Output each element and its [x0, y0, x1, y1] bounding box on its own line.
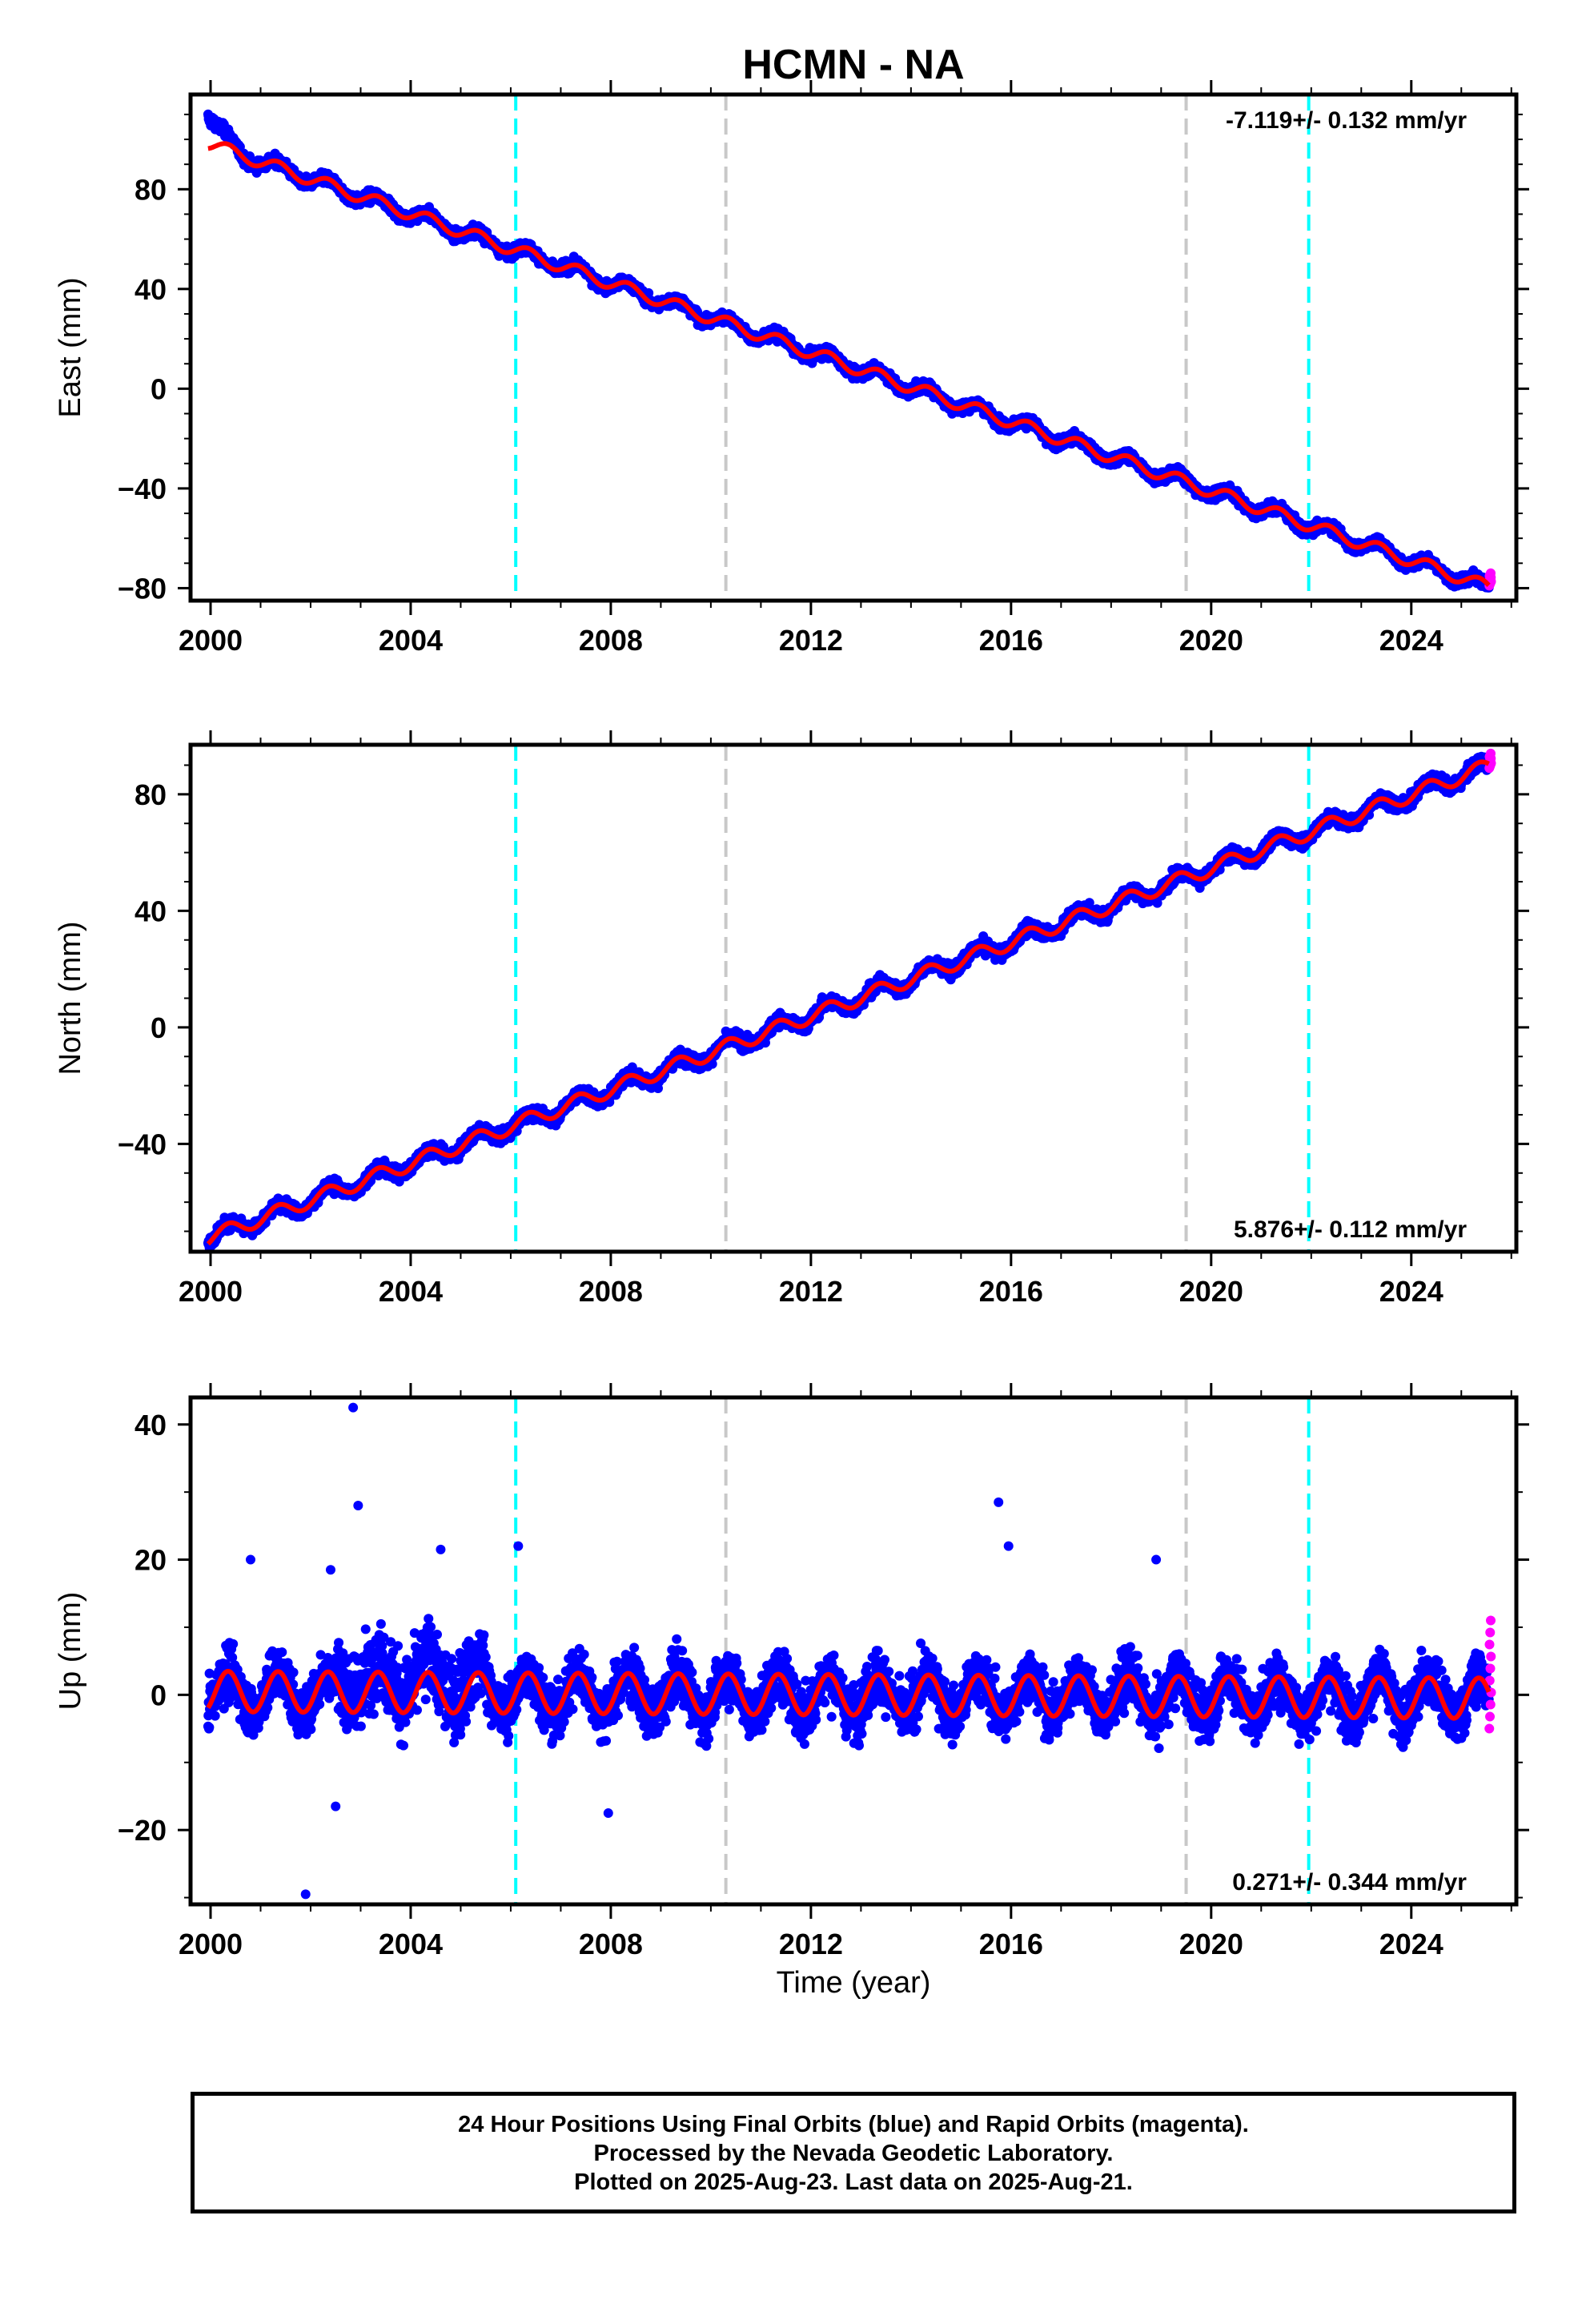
- rapid-orbit-point: [1486, 1615, 1496, 1626]
- final-orbit-point-cloud: [203, 109, 1494, 593]
- rapid-orbit-point: [1486, 1651, 1496, 1662]
- x-tick-label: 2016: [979, 1928, 1043, 1960]
- y-tick-label: 40: [135, 273, 167, 306]
- plot-frame: [188, 92, 1519, 603]
- x-tick-label: 2008: [579, 1275, 643, 1308]
- y-tick-label: 40: [135, 895, 167, 927]
- x-tick-label: 2012: [779, 624, 843, 657]
- rapid-orbit-point: [1485, 1663, 1496, 1674]
- outlier-point-1: [353, 1501, 363, 1511]
- y-tick-label: 80: [135, 778, 167, 811]
- x-tick-label: 2000: [179, 1275, 243, 1308]
- y-tick-label: 0: [151, 1679, 167, 1711]
- y-tick-label: −40: [118, 1128, 167, 1160]
- rapid-orbit-point: [1486, 758, 1496, 769]
- y-tick-label: −80: [118, 572, 167, 605]
- x-tick-label: 2008: [579, 1928, 643, 1960]
- x-tick-label: 2012: [779, 1275, 843, 1308]
- x-tick-label: 2016: [979, 1275, 1043, 1308]
- x-tick-label: 2024: [1379, 624, 1443, 657]
- rapid-orbit-point: [1485, 1711, 1496, 1722]
- panel-east: 80 40 0 −40 −80 2000 2004 2008 2012 2016 2020 2024 E…: [54, 80, 1529, 657]
- outlier-point-8: [1151, 1554, 1162, 1565]
- x-tick-label: 2020: [1179, 1928, 1243, 1960]
- rapid-orbit-point: [1485, 1627, 1496, 1638]
- footer-line-3: Plotted on 2025-Aug-23. Last data on 202…: [574, 2169, 1133, 2195]
- y-tick-label: 40: [135, 1409, 167, 1441]
- panel-up: 40 20 0 −20 2000 2004 2008 2012 2016 2020 2024 Up (…: [54, 1383, 1529, 1960]
- outlier-point-7: [1003, 1541, 1014, 1551]
- y-axis-label: Up (mm): [54, 1592, 87, 1711]
- x-tick-label: 2000: [179, 624, 243, 657]
- final-orbit-points: [203, 109, 1496, 593]
- footer-caption: 24 Hour Positions Using Final Orbits (bl…: [191, 2092, 1516, 2213]
- outlier-point-2: [300, 1889, 311, 1900]
- panel-north: 80 40 0 −40 2000 2004 2008 2012 2016 2020 2024 Nort…: [54, 730, 1529, 1308]
- final-orbit-point-cloud: [203, 1614, 1494, 1753]
- rate-label: 0.271+/- 0.344 mm/yr: [1232, 1869, 1467, 1896]
- rate-label: -7.119+/- 0.132 mm/yr: [1226, 107, 1467, 134]
- x-tick-label: 2024: [1379, 1275, 1443, 1308]
- model-fit-line: [207, 141, 1491, 588]
- model-fit-line: [206, 1668, 1492, 1721]
- x-tick-label: 2024: [1379, 1928, 1443, 1960]
- x-axis-label: Time (year): [777, 1966, 931, 2000]
- x-tick-label: 2000: [179, 1928, 243, 1960]
- y-tick-label: −40: [118, 472, 167, 505]
- y-tick-label: −20: [118, 1814, 167, 1847]
- x-tick-label: 2020: [1179, 1275, 1243, 1308]
- x-tick-label: 2004: [379, 1928, 443, 1960]
- rapid-orbit-point: [1484, 1639, 1495, 1650]
- outlier-point-4: [603, 1808, 613, 1819]
- x-tick-label: 2008: [579, 624, 643, 657]
- y-tick-label: 80: [135, 173, 167, 206]
- footer-line-1: 24 Hour Positions Using Final Orbits (bl…: [458, 2112, 1249, 2137]
- chart-title: HCMN - NA: [742, 42, 964, 88]
- x-tick-label: 2004: [379, 1275, 443, 1308]
- outlier-point-10: [325, 1565, 335, 1575]
- outlier-point-3: [331, 1801, 341, 1811]
- rapid-orbit-point: [1484, 1723, 1495, 1734]
- rate-label: 5.876+/- 0.112 mm/yr: [1234, 1216, 1467, 1243]
- outlier-point-5: [513, 1541, 524, 1551]
- plot-frame: [188, 1395, 1519, 1907]
- x-tick-label: 2004: [379, 624, 443, 657]
- rapid-orbit-point: [1485, 1699, 1496, 1710]
- x-tick-label: 2020: [1179, 624, 1243, 657]
- y-axis-label: North (mm): [54, 921, 87, 1075]
- final-orbit-points: [203, 1402, 1496, 1900]
- y-tick-label: 0: [151, 372, 167, 405]
- footer-line-2: Processed by the Nevada Geodetic Laborat…: [593, 2141, 1114, 2166]
- y-tick-label: 0: [151, 1011, 167, 1044]
- final-orbit-points: [203, 748, 1496, 1252]
- outlier-point-6: [994, 1497, 1004, 1507]
- y-axis-label: East (mm): [54, 277, 87, 417]
- outlier-point-11: [436, 1544, 446, 1554]
- y-tick-label: 20: [135, 1544, 167, 1577]
- x-tick-label: 2016: [979, 624, 1043, 657]
- outlier-point-9: [245, 1554, 255, 1565]
- x-tick-label: 2012: [779, 1928, 843, 1960]
- outlier-point-0: [348, 1402, 359, 1413]
- model-fit-line: [206, 759, 1490, 1246]
